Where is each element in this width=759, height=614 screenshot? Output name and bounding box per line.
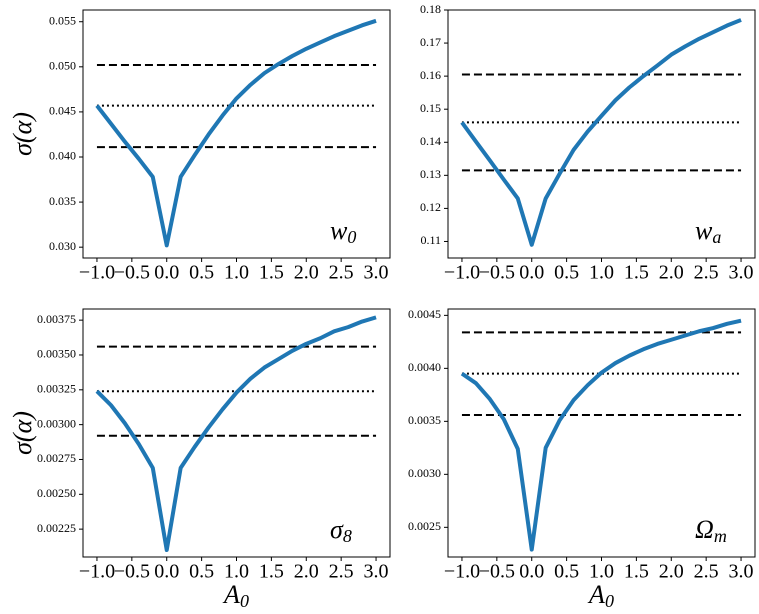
x-tick-label: 0.0: [519, 262, 544, 284]
annotation: σ8: [330, 515, 352, 546]
x-tick-label: −1.0: [79, 561, 115, 583]
x-tick-label: 2.0: [659, 262, 684, 284]
y-tick-label: 0.12: [420, 200, 441, 214]
y-tick-label: 0.00275: [37, 451, 76, 465]
axes-frame: [447, 308, 756, 558]
x-tick-label: 2.0: [659, 561, 684, 583]
x-tick-label: 1.0: [224, 262, 249, 284]
x-axis-label-sub: 0: [605, 591, 614, 611]
x-tick-label: 3.0: [364, 561, 389, 583]
x-tick-label: −0.5: [114, 561, 150, 583]
y-tick-label: 0.14: [420, 134, 441, 148]
x-tick-label: 1.0: [589, 262, 614, 284]
x-tick-label: 2.0: [294, 561, 319, 583]
axes-frame: [82, 308, 391, 558]
y-tick-label: 0.050: [49, 59, 76, 73]
data-line: [95, 315, 377, 553]
x-axis-label-sub: 0: [240, 591, 249, 611]
x-tick-label: 0.5: [554, 561, 579, 583]
y-tick-label: 0.0035: [408, 413, 441, 427]
x-tick-label: −0.5: [114, 262, 150, 284]
x-axis-label-main: A: [587, 580, 605, 609]
y-tick-label: 0.045: [49, 104, 76, 118]
x-tick-label: −1.0: [444, 262, 480, 284]
x-tick-label: −1.0: [79, 262, 115, 284]
y-tick-label: 0.00350: [37, 347, 76, 361]
y-tick-label: 0.13: [420, 167, 441, 181]
data-line: [95, 18, 377, 248]
x-tick-label: 2.5: [329, 561, 354, 583]
y-axis-label: σ(α): [8, 112, 37, 156]
y-tick-label: 0.040: [49, 149, 76, 163]
annotation-sub: a: [712, 227, 721, 247]
x-tick-label: −1.0: [444, 561, 480, 583]
x-tick-label: 1.0: [224, 561, 249, 583]
y-tick-label: 0.11: [420, 233, 441, 247]
x-tick-label: 0.0: [154, 262, 179, 284]
annotation-sub: m: [714, 526, 727, 546]
y-tick-label: 0.15: [420, 101, 441, 115]
annotation: wa: [695, 216, 721, 247]
y-tick-label: 0.0045: [408, 307, 441, 321]
x-tick-label: −0.5: [479, 262, 515, 284]
y-axis-label: σ(α): [8, 411, 37, 455]
x-tick-label: 0.5: [189, 561, 214, 583]
x-tick-label: 3.0: [729, 262, 754, 284]
y-tick-label: 0.0040: [408, 360, 441, 374]
x-tick-label: 3.0: [364, 262, 389, 284]
y-tick-label: 0.030: [49, 239, 76, 253]
x-tick-label: 0.0: [154, 561, 179, 583]
annotation: w0: [330, 216, 356, 247]
y-tick-label: 0.18: [420, 2, 441, 16]
x-tick-label: 1.5: [259, 262, 284, 284]
x-tick-label: 3.0: [729, 561, 754, 583]
y-tick-label: 0.00225: [37, 521, 76, 535]
x-axis-label: A0: [587, 580, 614, 611]
y-tick-label: 0.00375: [37, 312, 76, 326]
annotation: Ωm: [695, 515, 727, 546]
annotation-main: w: [695, 216, 713, 245]
x-tick-label: 2.0: [294, 262, 319, 284]
annotation-main: Ω: [695, 515, 714, 544]
y-tick-label: 0.00325: [37, 382, 76, 396]
annotation-main: σ: [330, 515, 344, 544]
x-tick-label: 0.5: [554, 262, 579, 284]
x-tick-label: 1.5: [624, 561, 649, 583]
x-tick-label: 1.0: [589, 561, 614, 583]
data-line: [460, 18, 742, 247]
y-tick-label: 0.055: [49, 13, 76, 27]
x-axis-label-main: A: [222, 580, 240, 609]
x-tick-label: 2.5: [694, 561, 719, 583]
axes-frame: [82, 9, 391, 259]
annotation-main: w: [330, 216, 348, 245]
y-tick-label: 0.0025: [408, 519, 441, 533]
y-tick-label: 0.00300: [37, 416, 76, 430]
y-tick-label: 0.17: [420, 35, 441, 49]
x-axis-label: A0: [222, 580, 249, 611]
y-tick-label: 0.00250: [37, 486, 76, 500]
x-tick-label: 0.0: [519, 561, 544, 583]
axes-frame: [447, 9, 756, 259]
annotation-sub: 0: [347, 227, 356, 247]
annotation-sub: 8: [343, 526, 352, 546]
x-tick-label: 0.5: [189, 262, 214, 284]
data-line: [460, 318, 742, 552]
x-tick-label: 1.5: [259, 561, 284, 583]
x-tick-label: 2.5: [694, 262, 719, 284]
x-tick-label: −0.5: [479, 561, 515, 583]
x-tick-label: 2.5: [329, 262, 354, 284]
x-tick-label: 1.5: [624, 262, 649, 284]
y-tick-label: 0.035: [49, 194, 76, 208]
y-tick-label: 0.0030: [408, 466, 441, 480]
y-tick-label: 0.16: [420, 68, 441, 82]
